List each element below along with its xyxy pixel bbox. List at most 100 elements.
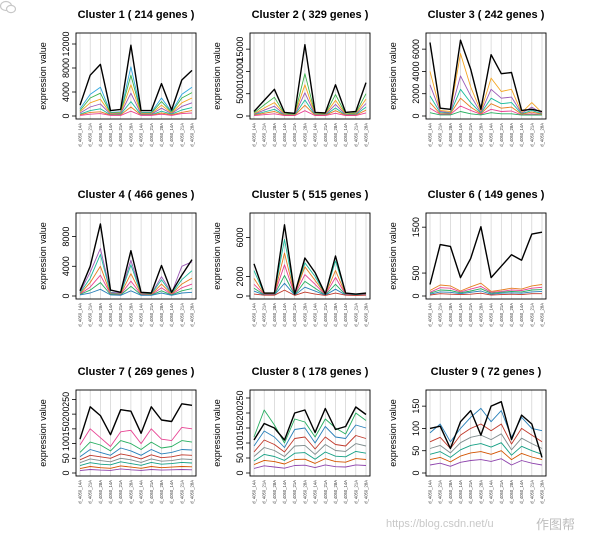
y-tick-label: 10000 [235, 59, 245, 84]
x-tick-label: d_4050_21A [118, 480, 123, 504]
x-tick-label: d_4050_14A [252, 480, 257, 504]
cluster-panel-6: Cluster 6 ( 149 genes ) 0 500 1500 expressio… [388, 189, 547, 327]
y-tick-label: 0 [61, 293, 71, 298]
x-tick-label: d_4050_14A [343, 123, 348, 147]
cluster-panel-1: Cluster 1 ( 214 genes ) 0 4000 8000 12000 exp… [38, 9, 197, 147]
series-line-top [429, 39, 543, 113]
x-tick-label: d_4050_21A [323, 123, 328, 147]
x-tick-label: d_4050_21A [499, 123, 504, 147]
series-line-s3 [79, 74, 193, 114]
y-tick-label: 2000 [235, 266, 245, 286]
x-tick-label: d_4050_14A [519, 123, 524, 147]
cluster-title: Cluster 6 ( 149 genes ) [428, 189, 545, 201]
series-line-top [79, 223, 193, 294]
x-tick-label: d_4050_14A [252, 303, 257, 327]
plot-frame [75, 389, 197, 477]
x-tick-label: d_4050_21A [353, 303, 358, 327]
cluster-title: Cluster 4 ( 466 genes ) [78, 189, 195, 201]
x-tick-label: d_4050_14A [458, 303, 463, 327]
watermark-brand: 作图帮 [536, 517, 576, 532]
x-tick-label: d_4050_14A [489, 480, 494, 504]
y-tick-label: 150 [235, 420, 245, 435]
series-line-s6 [253, 450, 367, 462]
series-line-s4 [429, 433, 543, 454]
cluster-panel-9: Cluster 9 ( 72 genes ) 0 50 100 150 expressio… [388, 366, 547, 504]
series-line-s5 [253, 275, 367, 296]
series-line-top [429, 401, 543, 458]
cluster-panel-3: Cluster 3 ( 242 genes ) 0 2000 4000 6000 expr… [388, 9, 547, 147]
y-tick-label: 100 [235, 435, 245, 450]
plot-frame [75, 212, 197, 300]
series-line-s2 [429, 407, 543, 443]
x-tick-label: d_4050_28A [128, 123, 133, 147]
x-tick-label: d_4050_14A [282, 480, 287, 504]
series-line-s5 [79, 453, 193, 461]
x-tick-label: d_4050_28A [159, 303, 164, 327]
cluster-panel-4: Cluster 4 ( 466 genes ) 0 4000 8000 expressi… [38, 189, 197, 327]
x-tick-label: d_4050_14A [139, 123, 144, 147]
series-line-s8 [79, 465, 193, 470]
x-tick-label: d_4050_14A [428, 480, 433, 504]
x-tick-label: d_4050_21A [149, 123, 154, 147]
x-tick-label: d_4050_21A [179, 303, 184, 327]
x-tick-label: d_4050_14A [489, 123, 494, 147]
y-tick-label: 0 [61, 470, 71, 475]
y-tick-label: 8000 [61, 227, 71, 247]
x-tick-label: d_4050_28A [302, 480, 307, 504]
x-tick-label: d_4050_21A [438, 123, 443, 147]
x-tick-label: d_4050_21A [468, 303, 473, 327]
x-tick-label: d_4050_28A [509, 303, 514, 327]
y-tick-label: 0 [411, 470, 421, 475]
y-tick-label: 2000 [411, 84, 421, 104]
x-tick-label: d_4050_28A [159, 480, 164, 504]
y-tick-label: 15000 [235, 37, 245, 62]
y-tick-label: 0 [411, 293, 421, 298]
x-tick-label: d_4050_28A [128, 303, 133, 327]
y-tick-label: 250 [61, 392, 71, 407]
x-tick-label: d_4050_28A [540, 123, 545, 147]
x-tick-label: d_4050_28A [478, 303, 483, 327]
x-tick-label: d_4050_21A [292, 303, 297, 327]
x-tick-label: d_4050_14A [252, 123, 257, 147]
x-tick-label: d_4050_14A [282, 123, 287, 147]
series-line-s3 [429, 285, 543, 293]
x-tick-label: d_4050_21A [262, 480, 267, 504]
x-tick-label: d_4050_28A [333, 480, 338, 504]
y-tick-label: 4000 [61, 256, 71, 276]
x-tick-label: d_4050_21A [499, 303, 504, 327]
x-tick-label: d_4050_28A [190, 480, 195, 504]
plot-frame [425, 212, 547, 300]
x-tick-label: d_4050_14A [169, 303, 174, 327]
x-tick-label: d_4050_28A [448, 123, 453, 147]
cluster-title: Cluster 2 ( 329 genes ) [252, 9, 369, 21]
x-tick-label: d_4050_21A [438, 480, 443, 504]
cluster-title: Cluster 7 ( 269 genes ) [78, 366, 195, 378]
x-tick-label: d_4050_14A [519, 303, 524, 327]
x-tick-label: d_4050_21A [353, 123, 358, 147]
x-tick-label: d_4050_14A [108, 303, 113, 327]
x-tick-label: d_4050_28A [509, 480, 514, 504]
x-tick-label: d_4050_14A [282, 303, 287, 327]
series-line-s6 [79, 457, 193, 464]
series-line-top [79, 44, 193, 112]
series-line-s3 [253, 424, 367, 448]
x-tick-label: d_4050_21A [353, 480, 358, 504]
series-line-top [253, 44, 367, 115]
x-tick-label: d_4050_14A [428, 303, 433, 327]
cluster-title: Cluster 9 ( 72 genes ) [431, 366, 542, 378]
y-tick-label: 150 [61, 421, 71, 436]
x-tick-label: d_4050_21A [323, 480, 328, 504]
x-tick-label: d_4050_14A [458, 123, 463, 147]
x-tick-label: d_4050_28A [333, 303, 338, 327]
y-tick-label: 5000 [235, 84, 245, 104]
series-line-s2 [429, 53, 543, 114]
x-tick-label: d_4050_28A [302, 123, 307, 147]
x-tick-label: d_4050_28A [98, 303, 103, 327]
x-tick-label: d_4050_21A [438, 303, 443, 327]
x-tick-label: d_4050_21A [529, 480, 534, 504]
x-tick-label: d_4050_21A [179, 480, 184, 504]
series-line-s7 [429, 111, 543, 116]
x-tick-label: d_4050_28A [364, 303, 369, 327]
